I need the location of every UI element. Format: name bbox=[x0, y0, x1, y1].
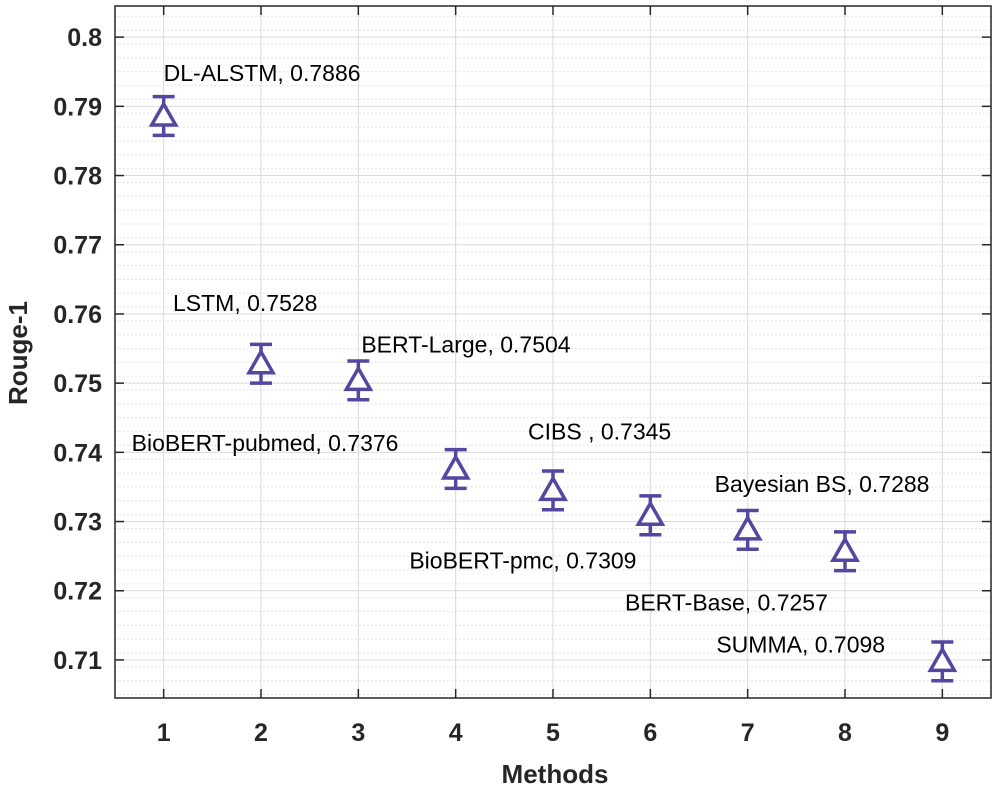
y-tick-label: 0.73 bbox=[53, 509, 102, 537]
x-tick-label: 6 bbox=[643, 719, 657, 747]
x-axis-ticks: 1 2 3 4 5 6 7 8 9 bbox=[157, 6, 949, 747]
x-tick-label: 2 bbox=[254, 719, 268, 747]
data-label: Bayesian BS, 0.7288 bbox=[715, 471, 930, 497]
x-tick-label: 8 bbox=[838, 719, 852, 747]
y-tick-label: 0.77 bbox=[53, 232, 102, 260]
data-point-marker bbox=[537, 474, 569, 502]
y-tick-label: 0.78 bbox=[53, 163, 102, 191]
x-tick-label: 9 bbox=[935, 719, 949, 747]
y-axis-label: Rouge-1 bbox=[3, 301, 33, 405]
y-tick-label: 0.76 bbox=[53, 301, 102, 329]
x-tick-label: 1 bbox=[157, 719, 171, 747]
data-label: CIBS , 0.7345 bbox=[528, 418, 671, 444]
data-point-marker bbox=[927, 645, 958, 673]
y-tick-label: 0.75 bbox=[53, 370, 102, 398]
y-tick-label: 0.71 bbox=[53, 647, 102, 675]
data-label: LSTM, 0.7528 bbox=[173, 290, 317, 316]
x-tick-label: 5 bbox=[546, 719, 560, 747]
y-tick-label: 0.79 bbox=[53, 93, 102, 121]
data-label: DL-ALSTM, 0.7886 bbox=[164, 60, 361, 86]
y-tick-label: 0.74 bbox=[53, 439, 102, 467]
y-tick-label: 0.72 bbox=[53, 578, 102, 606]
data-point-marker bbox=[635, 499, 666, 527]
y-axis-ticks: 0.71 0.72 0.73 0.74 0.75 0.76 0.77 0.78 0.79 0.8 bbox=[53, 24, 991, 675]
x-tick-label: 7 bbox=[741, 719, 755, 747]
data-label: BioBERT-pmc, 0.7309 bbox=[409, 547, 636, 573]
y-tick-label: 0.8 bbox=[67, 24, 102, 52]
data-point-marker bbox=[440, 453, 471, 480]
data-point-marker bbox=[148, 100, 179, 127]
data-label: BERT-Large, 0.7504 bbox=[361, 331, 570, 357]
data-label: BERT-Base, 0.7257 bbox=[625, 589, 828, 615]
data-point-marker bbox=[245, 348, 277, 375]
data-label: BioBERT-pubmed, 0.7376 bbox=[132, 430, 399, 456]
data-point-marker bbox=[343, 364, 374, 392]
annotations: DL-ALSTM, 0.7886 LSTM, 0.7528 BERT-Large, … bbox=[132, 60, 930, 657]
x-axis-label: Methods bbox=[502, 759, 609, 789]
data-point-marker bbox=[732, 514, 763, 541]
data-label: SUMMA, 0.7098 bbox=[716, 631, 885, 657]
data-point-marker bbox=[829, 535, 861, 563]
x-tick-label: 3 bbox=[351, 719, 365, 747]
x-tick-label: 4 bbox=[449, 719, 463, 747]
markers bbox=[148, 100, 958, 673]
